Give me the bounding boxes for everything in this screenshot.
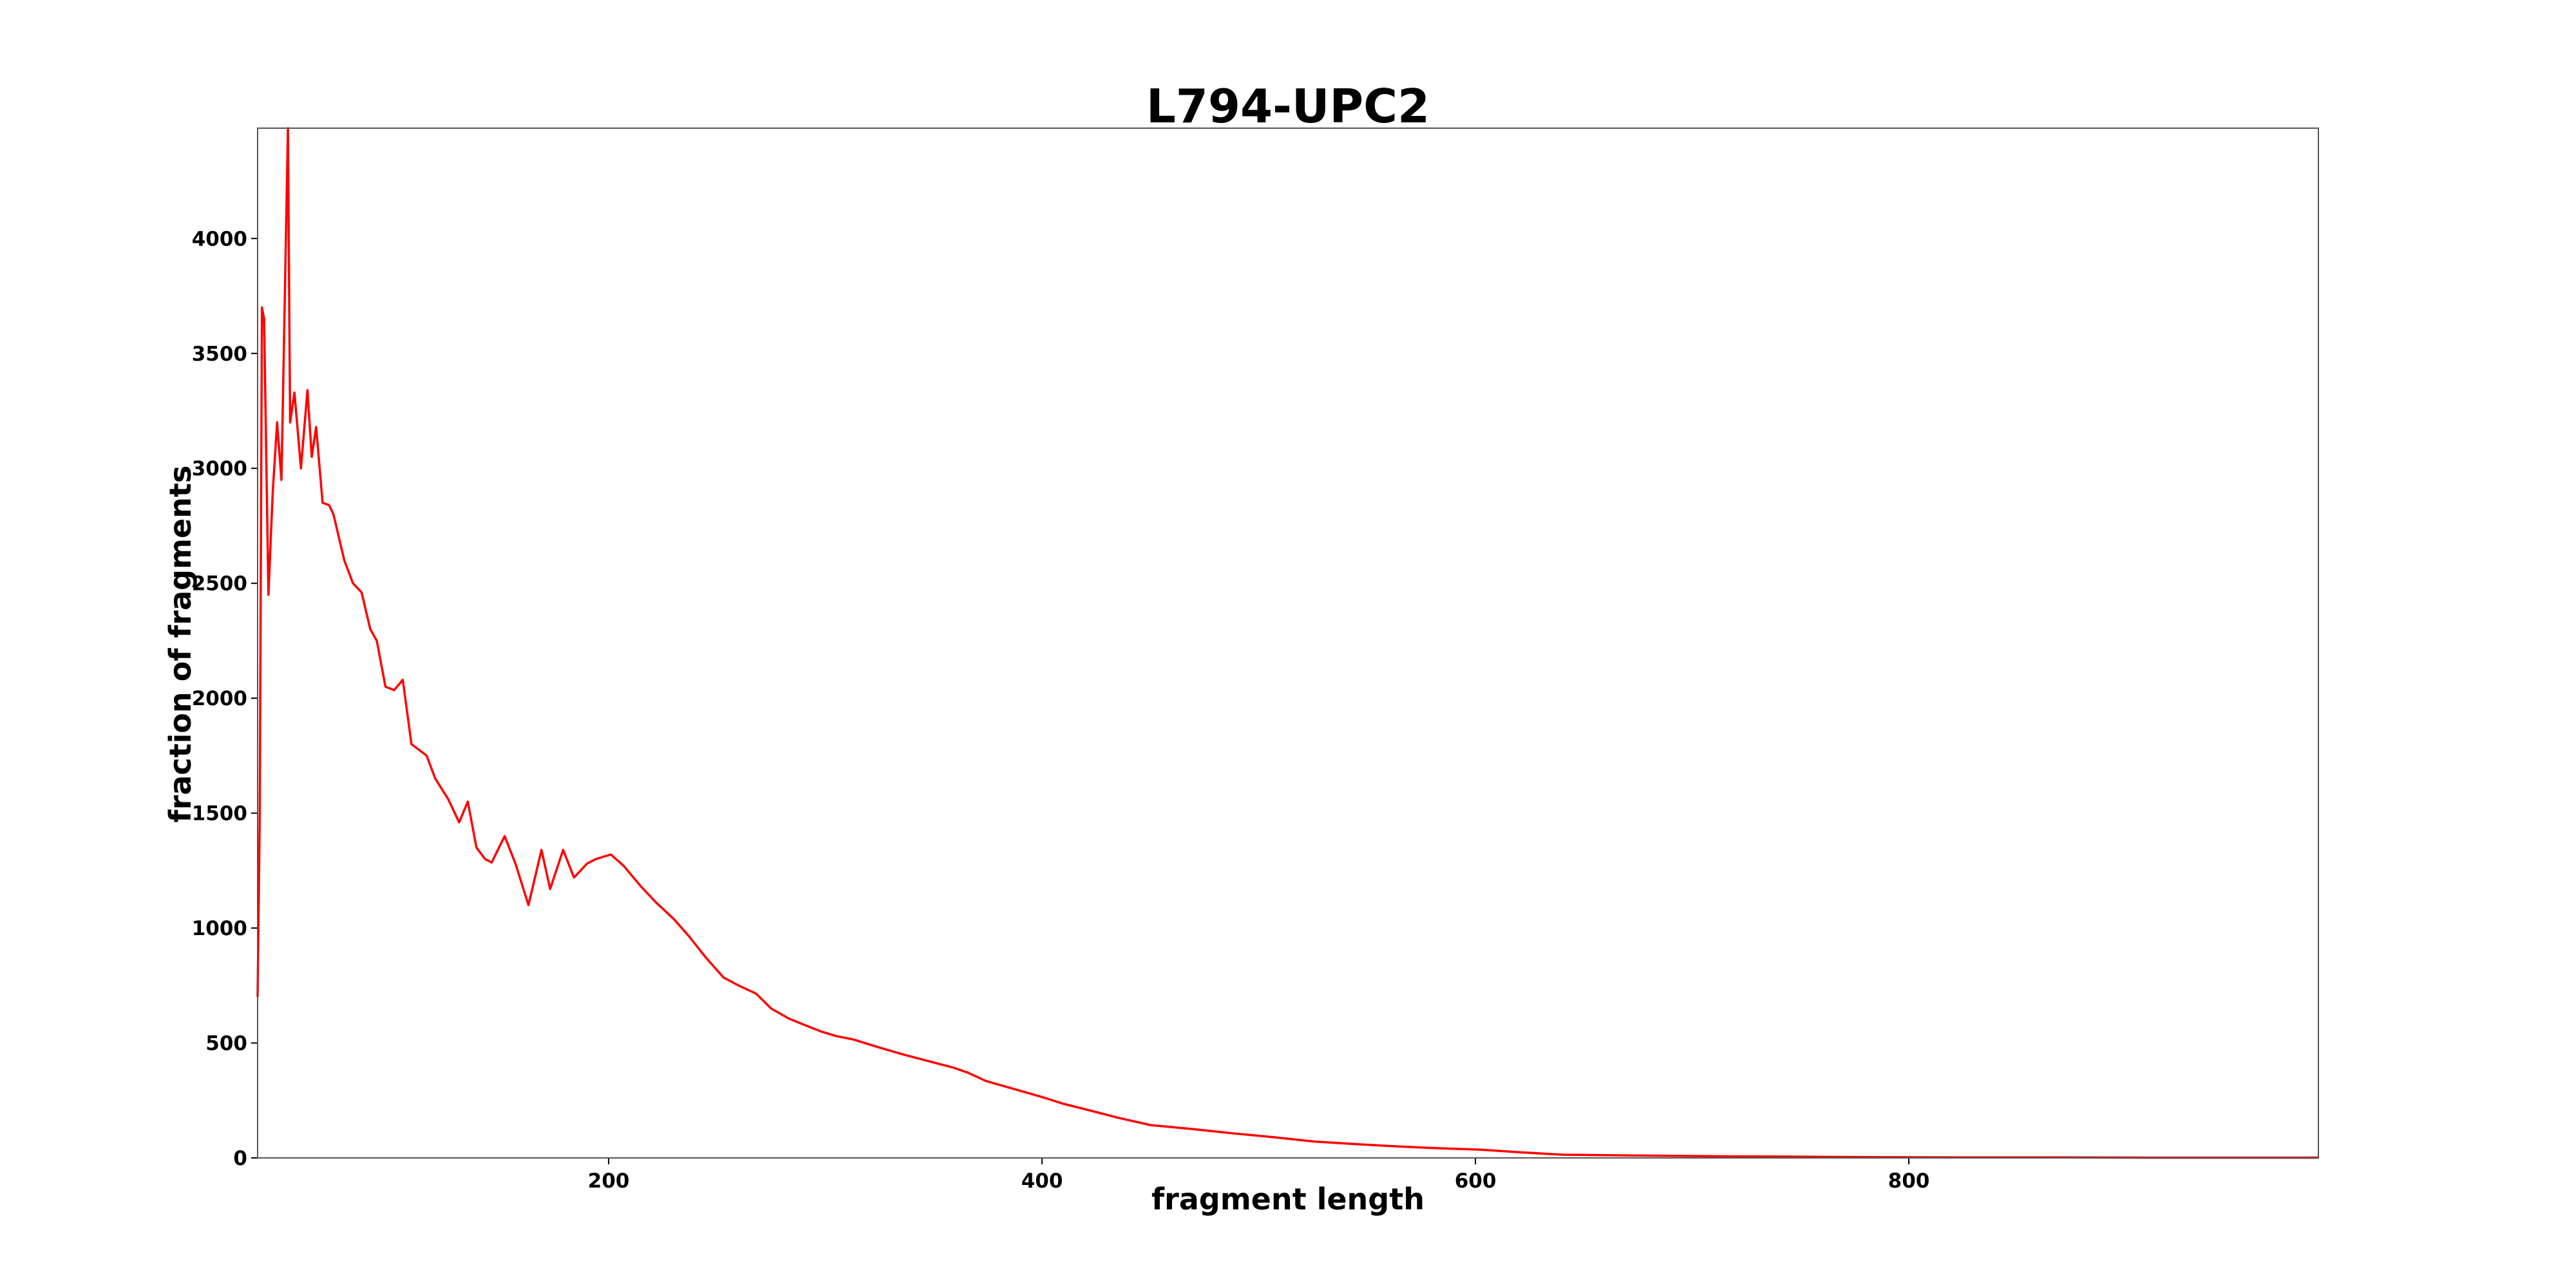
x-tick-label: 800 [1888, 1170, 1930, 1193]
chart-title: L794-UPC2 [1146, 79, 1430, 133]
y-tick-label: 2000 [192, 687, 247, 710]
y-tick-label: 2500 [192, 573, 247, 596]
x-axis-label: fragment length [1151, 1182, 1425, 1217]
plot-frame [257, 128, 2319, 1159]
x-tick-label: 600 [1455, 1170, 1497, 1193]
y-axis-label: fraction of fragments [163, 466, 198, 823]
y-tick-label: 3500 [192, 343, 247, 366]
x-tick-label: 400 [1021, 1170, 1063, 1193]
y-tick-label: 3000 [192, 457, 247, 480]
y-tick-label: 4000 [192, 227, 247, 251]
x-tick-label: 200 [588, 1170, 630, 1193]
y-tick-label: 1000 [192, 917, 247, 940]
data-line [256, 127, 2318, 1159]
y-tick-label: 0 [233, 1147, 247, 1170]
y-tick-label: 500 [205, 1032, 247, 1056]
y-tick-label: 1500 [192, 802, 247, 826]
